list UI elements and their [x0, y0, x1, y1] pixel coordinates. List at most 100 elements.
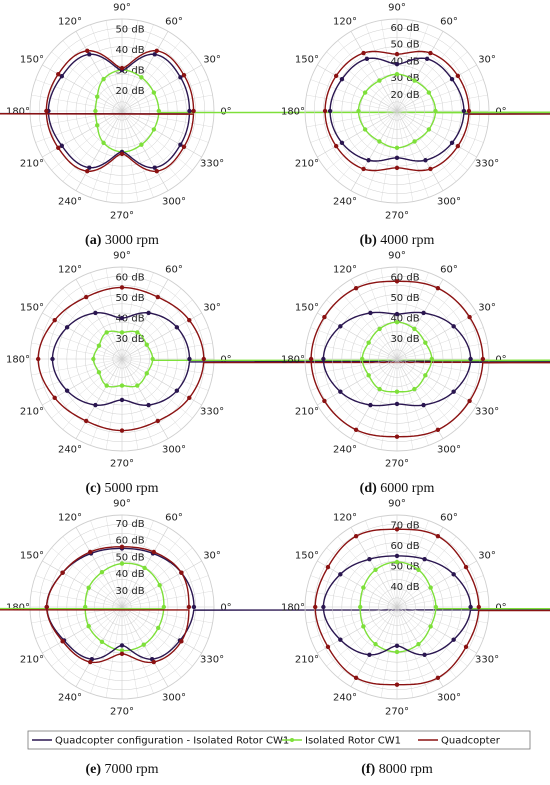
- grid-spoke: [396, 606, 477, 654]
- data-point-quadcopter: [88, 659, 93, 665]
- data-point-quadconf: [321, 356, 326, 362]
- grid-spoke: [90, 272, 123, 360]
- angle-tick-label: 180°: [281, 107, 305, 118]
- angle-tick-label: 300°: [437, 445, 461, 456]
- grid-spoke: [396, 575, 484, 608]
- data-point-quadcopter: [88, 549, 93, 555]
- data-point-isolated: [96, 343, 102, 348]
- grid-spoke: [310, 575, 398, 608]
- grid-spoke: [121, 94, 213, 112]
- grid-spoke: [35, 358, 123, 391]
- radial-tick-label: 40 dB: [115, 45, 144, 56]
- angle-tick-label: 30°: [478, 55, 496, 66]
- data-point-quadconf: [421, 310, 426, 316]
- data-point-quadcopter: [428, 166, 433, 172]
- grid-spoke: [75, 358, 123, 439]
- data-point-isolated: [373, 641, 378, 647]
- grid-spoke: [121, 110, 182, 182]
- data-point-quadconf: [451, 324, 456, 329]
- grid-spoke: [396, 358, 444, 439]
- legend: Quadcopter configuration - Isolated Roto…: [27, 730, 531, 750]
- grid-spoke: [121, 110, 193, 171]
- data-point-quadcopter: [187, 317, 192, 323]
- grid-spoke: [350, 527, 398, 608]
- data-point-isolated: [412, 326, 417, 332]
- grid-spoke: [310, 606, 398, 639]
- grid-spoke: [121, 536, 182, 608]
- radial-tick-label: 20 dB: [115, 86, 144, 97]
- panel-caption: (d) 6000 rpm: [360, 481, 435, 496]
- grid-spoke: [380, 110, 398, 202]
- grid-spoke: [121, 590, 213, 608]
- angle-tick-label: 120°: [333, 264, 357, 275]
- panel-caption-text: 7000 rpm: [101, 762, 159, 777]
- data-point-isolated: [99, 570, 105, 575]
- grid-spoke: [121, 547, 193, 608]
- data-point-isolated: [362, 127, 368, 132]
- data-point-quadcopter: [394, 51, 400, 57]
- data-point-quadcopter: [119, 544, 125, 549]
- grid-spoke: [396, 606, 429, 694]
- data-point-quadcopter: [179, 570, 184, 575]
- panel-caption: (a) 3000 rpm: [85, 233, 159, 248]
- data-point-isolated: [428, 585, 433, 590]
- grid-spoke: [306, 94, 398, 112]
- angle-tick-label: 60°: [165, 264, 183, 275]
- data-point-quadcopter: [155, 294, 160, 300]
- data-point-quadcopter: [476, 604, 481, 610]
- grid-spoke: [326, 547, 398, 608]
- data-point-quadconf: [119, 315, 125, 321]
- data-point-isolated: [150, 356, 155, 362]
- grid-spoke: [350, 110, 398, 191]
- angle-tick-label: 240°: [58, 445, 82, 456]
- grid-spoke: [90, 24, 123, 112]
- grid-spoke: [105, 358, 123, 450]
- data-point-quadconf: [394, 401, 400, 407]
- data-point-quadconf: [64, 388, 70, 393]
- grid-spoke: [121, 79, 209, 112]
- grid-spoke: [337, 288, 398, 360]
- data-point-isolated: [433, 604, 439, 610]
- grid-spoke: [51, 299, 123, 360]
- grid-spoke: [121, 299, 193, 360]
- angle-tick-label: 60°: [440, 512, 458, 523]
- grid-spoke: [62, 536, 123, 608]
- angle-tick-label: 330°: [200, 407, 224, 418]
- angle-tick-label: 60°: [440, 16, 458, 27]
- data-point-quadconf: [59, 143, 64, 148]
- grid-spoke: [121, 575, 209, 608]
- data-point-isolated: [394, 649, 400, 655]
- grid-spoke: [121, 358, 193, 419]
- data-point-quadconf: [451, 637, 456, 642]
- data-point-quadconf: [364, 56, 370, 62]
- angle-tick-label: 180°: [281, 355, 305, 366]
- data-point-quadcopter: [308, 356, 314, 362]
- grid-spoke: [396, 299, 468, 360]
- legend-label-isolated: Isolated Rotor CW1: [305, 736, 401, 747]
- data-point-quadconf: [461, 108, 467, 114]
- angle-tick-label: 270°: [110, 211, 134, 222]
- data-point-isolated: [144, 342, 149, 347]
- angle-tick-label: 300°: [162, 445, 186, 456]
- grid-spoke: [317, 110, 398, 158]
- grid-spoke: [306, 590, 398, 608]
- grid-spoke: [326, 110, 398, 171]
- data-point-quadconf: [368, 402, 373, 408]
- grid-spoke: [121, 31, 169, 112]
- data-point-isolated: [157, 583, 162, 588]
- data-point-quadcopter: [394, 434, 400, 439]
- grid-spoke: [42, 606, 123, 654]
- grid-spoke: [35, 110, 123, 143]
- grid-spoke: [365, 358, 398, 446]
- data-point-quadcopter: [467, 398, 472, 404]
- grid-spoke: [105, 606, 123, 698]
- grid-spoke: [396, 606, 444, 687]
- grid-spoke: [396, 110, 477, 158]
- angle-tick-label: 30°: [203, 551, 221, 562]
- data-point-quadconf: [152, 165, 157, 170]
- grid-spoke: [51, 51, 123, 112]
- data-point-isolated: [366, 340, 371, 345]
- angle-tick-label: 330°: [475, 655, 499, 666]
- data-point-quadconf: [367, 652, 372, 657]
